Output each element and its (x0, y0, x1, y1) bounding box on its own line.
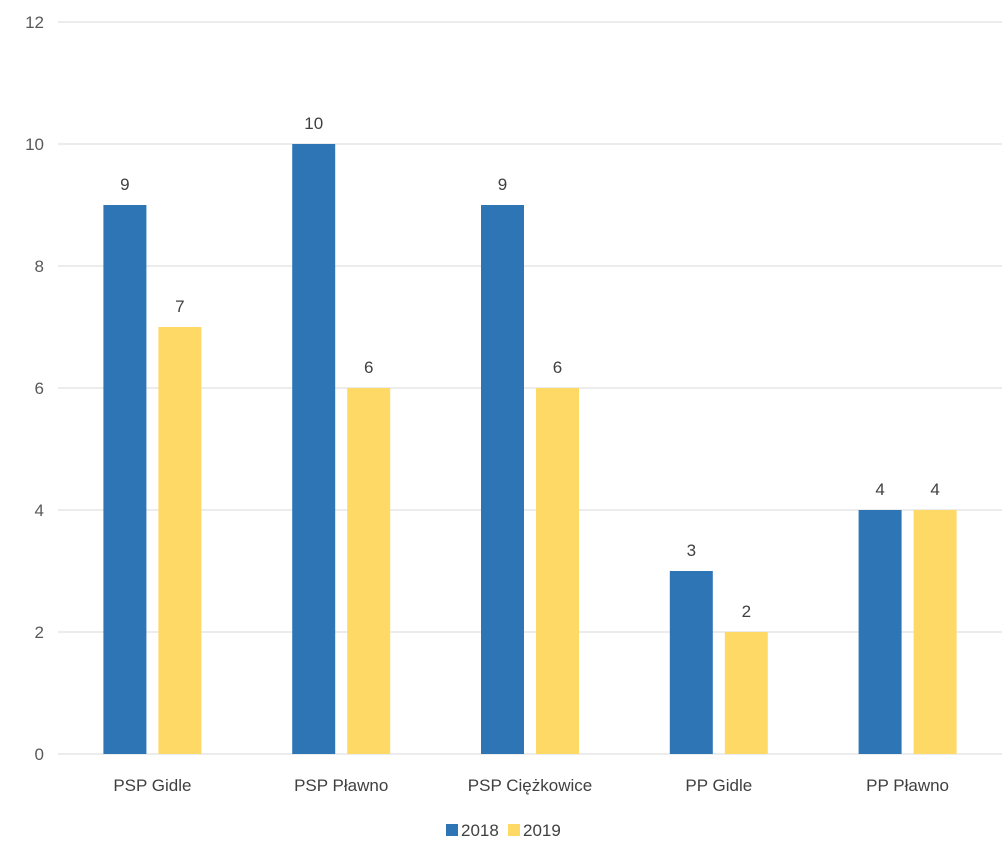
data-label-2019-2: 6 (364, 358, 373, 377)
bar-2019-4 (724, 632, 768, 754)
bar-2018-4 (669, 571, 713, 754)
x-tick-label: PP Pławno (866, 776, 949, 795)
legend-label-2019: 2019 (523, 821, 561, 840)
data-labels: 9 7 10 6 9 6 3 2 4 4 (120, 114, 940, 621)
y-tick-label: 10 (25, 135, 44, 154)
bar-2018-3 (481, 205, 524, 754)
y-tick-label: 0 (35, 745, 44, 764)
data-label-2019-3: 6 (553, 358, 562, 377)
bar-2018-2 (292, 144, 336, 754)
y-tick-label: 6 (35, 379, 44, 398)
y-tick-label: 12 (25, 13, 44, 32)
y-tick-label: 8 (35, 257, 44, 276)
gridlines (58, 21, 1002, 755)
x-tick-label: PSP Gidle (113, 776, 191, 795)
y-tick-label: 4 (35, 501, 44, 520)
y-tick-label: 2 (35, 623, 44, 642)
y-axis-ticks: 0 2 4 6 8 10 12 (25, 13, 44, 764)
bars (103, 144, 957, 754)
legend-swatch-2018 (446, 824, 458, 836)
bar-2019-2 (347, 388, 391, 754)
bar-2019-5 (913, 510, 957, 754)
legend: 2018 2019 (446, 821, 561, 840)
data-label-2018-3: 9 (498, 175, 507, 194)
x-tick-label: PSP Ciężkowice (468, 776, 592, 795)
data-label-2018-5: 4 (875, 480, 884, 499)
data-label-2018-1: 9 (120, 175, 129, 194)
bar-2019-3 (536, 388, 579, 754)
bar-2018-1 (103, 205, 147, 754)
data-label-2018-2: 10 (304, 114, 323, 133)
bar-2019-1 (158, 327, 202, 754)
legend-label-2018: 2018 (461, 821, 499, 840)
bar-2018-5 (858, 510, 902, 754)
legend-swatch-2019 (508, 824, 520, 836)
data-label-2019-1: 7 (175, 297, 184, 316)
x-axis-ticks: PSP Gidle PSP Pławno PSP Ciężkowice PP Gidl… (113, 776, 949, 795)
x-tick-label: PP Gidle (685, 776, 752, 795)
data-label-2018-4: 3 (687, 541, 696, 560)
x-tick-label: PSP Pławno (294, 776, 388, 795)
data-label-2019-5: 4 (930, 480, 939, 499)
data-label-2019-4: 2 (742, 602, 751, 621)
